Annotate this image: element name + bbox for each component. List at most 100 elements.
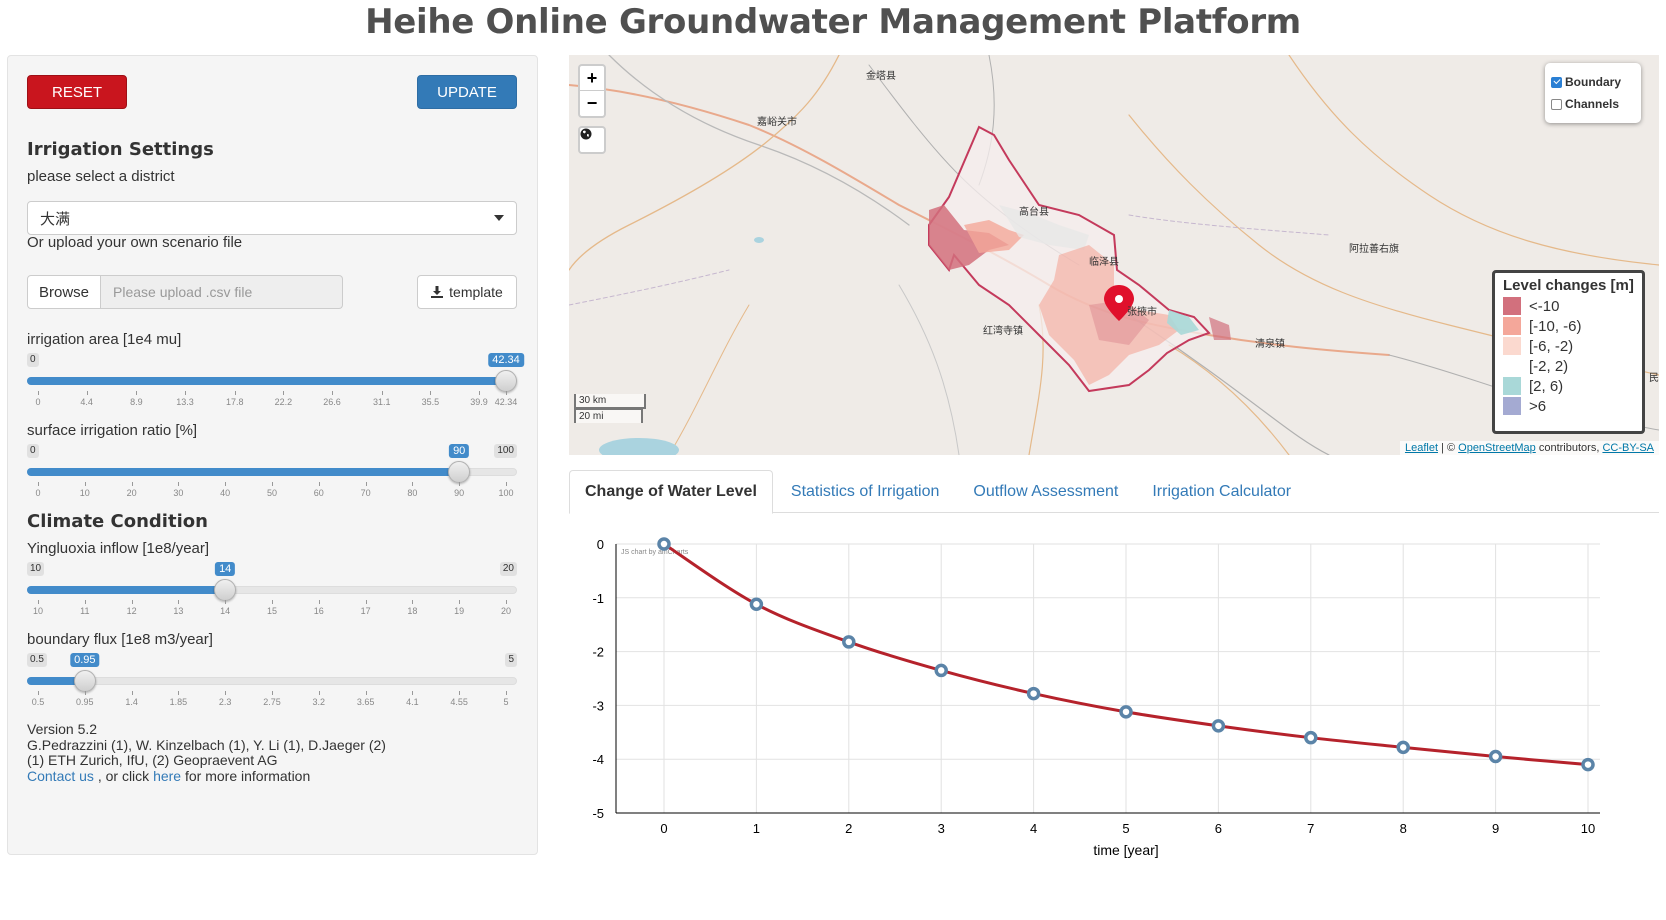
y-tick-label: -2: [592, 645, 604, 660]
slider-tick-label: 0.5: [31, 697, 45, 707]
slider-tick: [318, 691, 320, 695]
zoom-control: + −: [578, 64, 606, 118]
x-tick-label: 5: [1122, 821, 1129, 836]
x-tick-label: 6: [1215, 821, 1222, 836]
slider-tick-label: 20: [126, 488, 137, 498]
slider-tick-label: 0.95: [76, 697, 94, 707]
slider-tick: [86, 391, 88, 395]
slider-handle[interactable]: [448, 461, 471, 483]
yingluoxia-inflow-slider[interactable]: 10 20 14 10 11 12 13 14 15 16 17 18 19 20: [27, 562, 517, 622]
channels-checkbox[interactable]: [1551, 98, 1562, 110]
slider-tick: [225, 600, 227, 604]
slider-tick: [459, 600, 461, 604]
update-button[interactable]: UPDATE: [417, 75, 517, 109]
template-download-button[interactable]: template: [417, 275, 517, 309]
slider-handle[interactable]: [495, 370, 517, 392]
slider-handle[interactable]: [214, 579, 237, 601]
affiliations-text: (1) ETH Zurich, IfU, (2) Geopraevent AG: [27, 752, 278, 768]
slider-tick: [412, 482, 414, 486]
license-link[interactable]: CC-BY-SA: [1602, 442, 1654, 454]
zoom-out-button[interactable]: −: [586, 93, 598, 113]
slider-tick-label: 0: [35, 488, 41, 498]
slider-tick-label: 39.9: [470, 397, 488, 407]
y-tick-label: -5: [592, 806, 604, 821]
legend-swatch: [1503, 317, 1521, 335]
tab-change-of-water-level[interactable]: Change of Water Level: [569, 470, 773, 514]
climate-condition-heading: Climate Condition: [27, 511, 208, 532]
slider-tick-label: 18: [407, 606, 418, 616]
slider-tick-label: 70: [360, 488, 371, 498]
tab-irrigation-calculator[interactable]: Irrigation Calculator: [1152, 482, 1292, 500]
slider-tick-label: 3.2: [312, 697, 326, 707]
file-path-input[interactable]: Please upload .csv file: [101, 275, 343, 309]
slider-tick: [84, 482, 86, 486]
location-marker-icon[interactable]: [1104, 285, 1134, 321]
x-tick-label: 3: [938, 821, 945, 836]
slider-tick-label: 26.6: [323, 397, 341, 407]
slider-tick: [225, 691, 227, 695]
slider-min-label: 0: [27, 444, 39, 458]
slider-tick: [136, 391, 138, 395]
legend-swatch: [1503, 357, 1521, 375]
map-view[interactable]: 金塔县 嘉峪关市 高台县 临泽县 张掖市 红湾寺镇 清泉镇 阿拉善右旗 民 + …: [569, 55, 1659, 455]
slider-tick-label: 3.65: [356, 697, 375, 707]
slider-min-label: 0.5: [27, 653, 47, 667]
more-info-link[interactable]: here: [153, 767, 182, 784]
layer-toggle-channels[interactable]: Channels: [1551, 93, 1635, 115]
slider-tick: [38, 691, 39, 695]
slider-tick: [459, 482, 461, 486]
slider-tick-label: 4.55: [450, 697, 468, 707]
slider-tick: [459, 691, 461, 695]
slider-tick-label: 2.3: [218, 697, 232, 707]
slider-label-irrigation-area: irrigation area [1e4 mu]: [27, 331, 182, 348]
zoom-in-button[interactable]: +: [580, 66, 604, 91]
template-label: template: [449, 284, 503, 300]
contact-mid-text: , or click: [93, 767, 154, 784]
contact-us-link[interactable]: Contact us: [27, 767, 94, 784]
slider-tick: [234, 391, 236, 395]
slider-tick: [84, 600, 86, 604]
leaflet-link[interactable]: Leaflet: [1404, 442, 1438, 454]
legend-label: <-10: [1529, 297, 1560, 315]
slider-fill: [27, 377, 506, 385]
slider-tick: [365, 600, 367, 604]
slider-tick: [381, 391, 383, 395]
slider-label-boundary-flux: boundary flux [1e8 m3/year]: [27, 631, 213, 648]
boundary-checkbox[interactable]: [1551, 76, 1562, 88]
locate-button[interactable]: [578, 126, 606, 154]
x-tick-label: 10: [1581, 821, 1595, 836]
place-label-linze: 临泽县: [1089, 257, 1119, 268]
slider-tick-label: 12: [126, 606, 137, 616]
district-select[interactable]: 大满: [27, 201, 517, 235]
data-point: [657, 537, 671, 551]
slider-handle[interactable]: [73, 670, 96, 692]
legend-swatch: [1503, 337, 1521, 355]
slider-tick-label: 1.4: [125, 697, 138, 707]
slider-tick-label: 8.9: [130, 397, 143, 407]
slider-tick: [365, 691, 367, 695]
place-label-qingquan: 清泉镇: [1255, 339, 1285, 350]
x-axis-title: time [year]: [1093, 842, 1158, 858]
slider-tick-label: 16: [313, 606, 324, 616]
slider-tick: [38, 600, 39, 604]
tab-statistics-of-irrigation[interactable]: Statistics of Irrigation: [790, 482, 940, 500]
globe-icon: [580, 128, 592, 140]
slider-tick: [38, 482, 39, 486]
slider-tick-label: 15: [266, 606, 278, 616]
water-level-chart-svg: change of water level [m] (negative as d…: [592, 494, 1600, 858]
slider-tick: [178, 600, 180, 604]
boundary-flux-slider[interactable]: 0.5 5 0.95 0.5 0.95 1.4 1.85 2.3 2.75 3.2 3.65 4.1 4…: [27, 653, 517, 713]
place-label-hongwansi: 红湾寺镇: [983, 326, 1023, 337]
reset-button[interactable]: RESET: [27, 75, 127, 109]
surface-irrigation-ratio-slider[interactable]: 0 100 90 0 10 20 30 40 50 60 70 80 90 100: [27, 444, 517, 504]
slider-tick-label: 13: [173, 606, 184, 616]
slider-fill: [27, 586, 226, 594]
tab-outflow-assessment[interactable]: Outflow Assessment: [973, 482, 1119, 500]
irrigation-area-slider[interactable]: 0 42.34 0 4.4 8.9 13.3 17.8 22.2 26.6 31.1 35.5 39.…: [27, 353, 524, 413]
slider-ticks: 0 10 20 30 40 50 60 70 80 90 100: [27, 482, 517, 502]
legend-swatch: [1503, 297, 1521, 315]
osm-link[interactable]: OpenStreetMap: [1458, 442, 1536, 454]
x-tick-label: 8: [1400, 821, 1407, 836]
layer-toggle-boundary[interactable]: Boundary: [1551, 71, 1635, 93]
browse-button[interactable]: Browse: [27, 275, 101, 309]
